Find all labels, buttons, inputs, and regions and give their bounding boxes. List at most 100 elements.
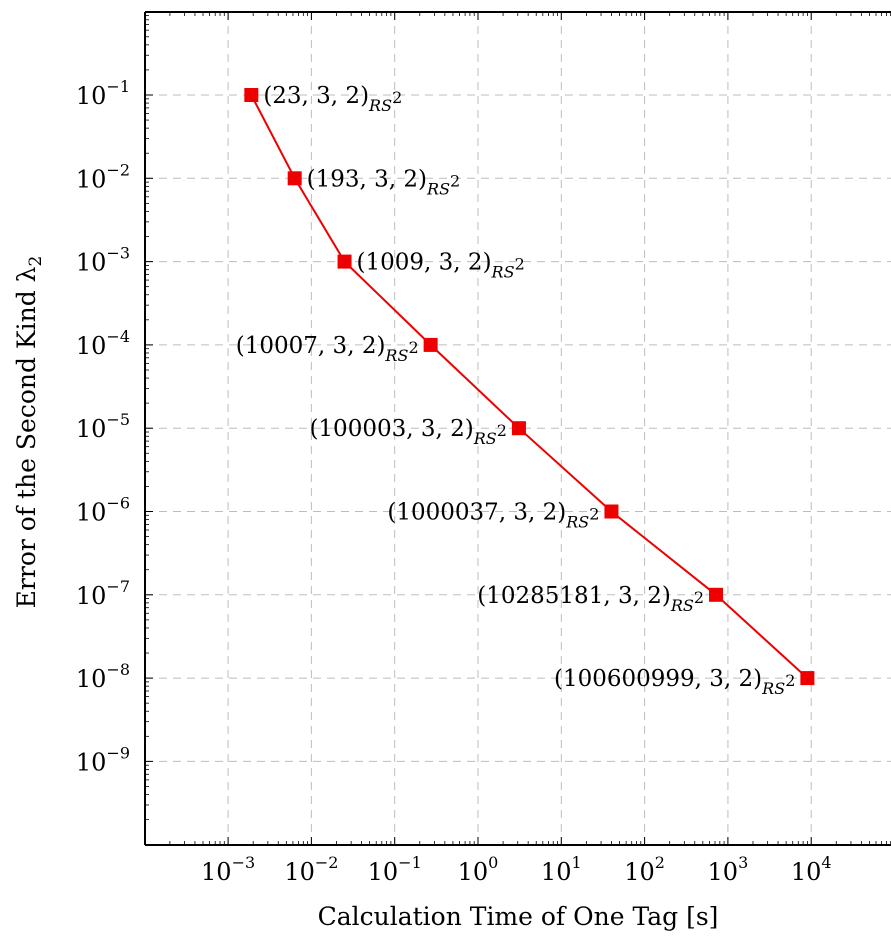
y-tick-base: 10: [76, 748, 107, 776]
data-point-marker: [287, 171, 302, 186]
data-point-label: (193, 3, 2)RS2: [307, 166, 461, 198]
data-point-label-subscript: RS: [670, 596, 694, 615]
data-point-label: (10007, 3, 2)RS2: [236, 333, 419, 365]
y-tick-label: 10−7: [76, 577, 130, 610]
y-tick-base: 10: [76, 499, 107, 527]
x-tick-exponent: 2: [655, 853, 665, 872]
data-point-label-superscript: 2: [497, 421, 507, 440]
data-point-label-superscript: 2: [694, 588, 704, 607]
y-axis-title-subscript: 2: [26, 256, 46, 267]
y-tick-base: 10: [76, 415, 107, 443]
series: [244, 88, 815, 686]
y-tick-label: 10−9: [76, 743, 130, 776]
x-tick-label: 100: [458, 853, 499, 886]
data-point-label-subscript: RS: [473, 429, 497, 448]
y-axis-title: Error of the Second Kind λ2: [12, 256, 46, 609]
data-point-label-subscript: RS: [565, 513, 589, 532]
data-point-label-subscript: RS: [368, 96, 392, 115]
y-tick-labels: 10−110−210−310−410−510−610−710−810−9: [76, 77, 130, 776]
data-point-label: (100600999, 3, 2)RS2: [554, 666, 795, 698]
data-point-marker: [800, 671, 815, 686]
y-axis-title-text: Error of the Second Kind λ: [12, 266, 41, 608]
data-point-marker: [244, 88, 259, 102]
y-tick-exponent: −5: [106, 410, 130, 429]
y-tick-base: 10: [76, 82, 107, 110]
data-point-label-main: (100003, 3, 2): [309, 416, 473, 442]
x-tick-exponent: −1: [398, 853, 422, 872]
x-tick-base: 10: [284, 858, 315, 886]
y-tick-label: 10−2: [76, 160, 130, 193]
y-tick-exponent: −3: [106, 244, 130, 263]
y-tick-label: 10−5: [76, 410, 130, 443]
data-point-label-superscript: 2: [785, 671, 795, 690]
y-tick-exponent: −2: [106, 160, 130, 179]
x-tick-base: 10: [791, 858, 822, 886]
y-tick-exponent: −4: [106, 327, 130, 346]
data-point-marker: [511, 421, 526, 436]
data-point-label-superscript: 2: [450, 171, 460, 190]
y-tick-base: 10: [76, 332, 107, 360]
x-tick-exponent: 3: [738, 853, 748, 872]
y-tick-label: 10−6: [76, 494, 130, 527]
y-tick-exponent: −8: [106, 660, 130, 679]
data-point-label: (23, 3, 2)RS2: [263, 83, 402, 115]
x-tick-exponent: 0: [488, 853, 498, 872]
data-point-label-main: (23, 3, 2): [263, 83, 369, 109]
data-point-label: (10285181, 3, 2)RS2: [477, 583, 704, 615]
y-tick-exponent: −7: [106, 577, 130, 596]
data-point-label-superscript: 2: [589, 505, 599, 524]
data-point-label-main: (193, 3, 2): [307, 166, 427, 192]
data-point-label-subscript: RS: [384, 346, 408, 365]
x-tick-label: 10−2: [284, 853, 338, 886]
x-tick-base: 10: [458, 858, 489, 886]
data-point-label-main: (100600999, 3, 2): [554, 666, 762, 692]
data-point-marker: [423, 337, 438, 352]
data-point-marker: [709, 587, 724, 602]
x-tick-base: 10: [368, 858, 399, 886]
x-tick-labels: 10−3 10−2 10−1 100 101 102 103 104: [201, 853, 832, 886]
data-point-label-superscript: 2: [515, 255, 525, 274]
x-tick-label: 101: [541, 853, 582, 886]
data-point-label-main: (1009, 3, 2): [357, 250, 492, 276]
data-point-marker: [337, 254, 352, 269]
x-tick-label: 102: [624, 853, 665, 886]
series-line: [250, 94, 809, 679]
data-point-label-superscript: 2: [408, 338, 418, 357]
y-tick-base: 10: [76, 165, 107, 193]
data-point-label-subscript: RS: [491, 263, 515, 282]
data-point-label-main: (1000037, 3, 2): [387, 500, 566, 526]
x-tick-base: 10: [708, 858, 739, 886]
x-tick-label: 103: [708, 853, 749, 886]
data-point-label-superscript: 2: [392, 88, 402, 107]
data-point-label-subscript: RS: [761, 679, 785, 698]
x-tick-exponent: 4: [821, 853, 831, 872]
x-tick-exponent: −3: [232, 853, 256, 872]
x-tick-label: 104: [791, 853, 832, 886]
data-point-marker: [604, 504, 619, 519]
x-tick-base: 10: [624, 858, 655, 886]
y-tick-label: 10−8: [76, 660, 130, 693]
data-point-label-main: (10285181, 3, 2): [477, 583, 671, 609]
x-tick-exponent: 1: [571, 853, 581, 872]
data-point-label-main: (10007, 3, 2): [236, 333, 386, 359]
y-tick-exponent: −1: [106, 77, 130, 96]
axes: [144, 11, 891, 846]
data-point-label-subscript: RS: [426, 179, 450, 198]
x-tick-label: 10−3: [201, 853, 255, 886]
y-tick-label: 10−3: [76, 244, 130, 277]
y-tick-exponent: −9: [106, 743, 130, 762]
y-tick-exponent: −6: [106, 494, 130, 513]
x-axis-title: Calculation Time of One Tag [s]: [318, 902, 719, 931]
grid: [145, 12, 891, 845]
data-point-label: (100003, 3, 2)RS2: [309, 416, 506, 448]
x-tick-exponent: −2: [315, 853, 339, 872]
data-point-label: (1009, 3, 2)RS2: [357, 250, 525, 282]
y-tick-base: 10: [76, 249, 107, 277]
x-tick-label: 10−1: [368, 853, 422, 886]
y-tick-label: 10−4: [76, 327, 130, 360]
data-point-label: (1000037, 3, 2)RS2: [387, 500, 599, 532]
y-tick-base: 10: [76, 665, 107, 693]
y-tick-label: 10−1: [76, 77, 130, 110]
x-tick-base: 10: [541, 858, 572, 886]
